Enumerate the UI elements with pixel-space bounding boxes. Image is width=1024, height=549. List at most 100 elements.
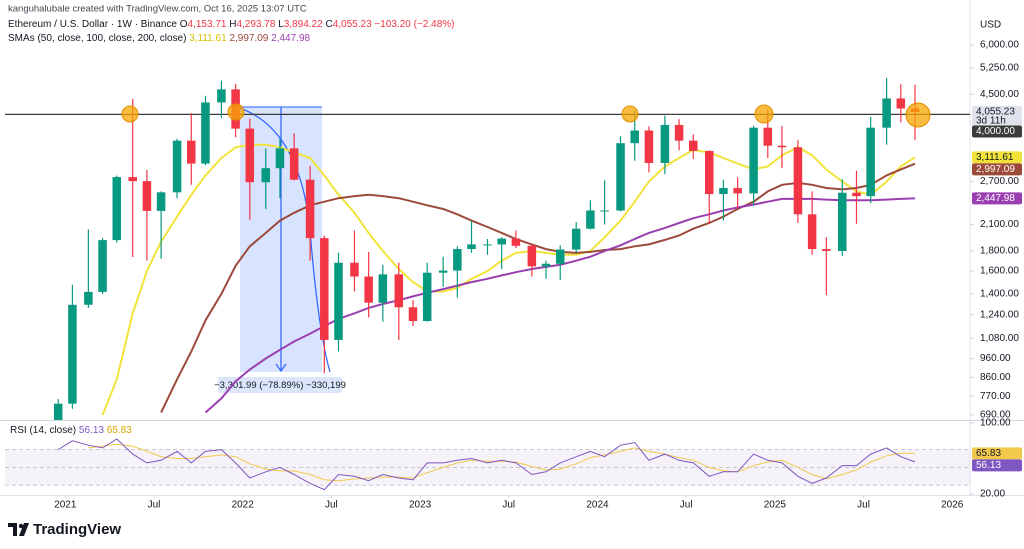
x-tick-label: Jul — [148, 500, 161, 511]
candle-body — [600, 210, 609, 212]
x-tick-label: Jul — [857, 500, 870, 511]
ohlc-value: 4,055.23 — [333, 19, 372, 30]
price-badge-label: 2,997.09 — [976, 164, 1015, 175]
candle-body — [98, 240, 107, 292]
candle-body — [719, 188, 728, 195]
sma-value: 3,111.61 — [189, 33, 227, 44]
candle-body — [689, 140, 698, 151]
candle-body — [838, 192, 847, 251]
rsi-ma-value: 65.83 — [107, 425, 132, 436]
price-pane — [5, 77, 970, 420]
candle-body — [350, 262, 359, 277]
highlight-circle — [905, 102, 931, 128]
highlight-circle — [121, 105, 139, 123]
price-badge — [972, 163, 1022, 176]
ohlc-value: 4,293.78 — [236, 19, 275, 30]
logo-shape — [18, 523, 24, 529]
ohlc-value: 4,153.71 — [188, 19, 227, 30]
highlight-circle — [227, 103, 245, 121]
sma-title: SMAs (50, close, 100, close, 200, close) — [8, 33, 186, 44]
logo-shape — [19, 523, 29, 536]
x-tick-label: 2022 — [232, 500, 255, 511]
ohlc-key: L — [278, 19, 284, 30]
candle-body — [156, 192, 166, 211]
candle-body — [852, 192, 861, 197]
rsi-band — [5, 449, 970, 486]
candle-body — [53, 403, 63, 420]
y-tick-label: 5,250.00 — [980, 62, 1019, 73]
ohlc-key: C — [325, 19, 332, 30]
y-tick-label: 1,800.00 — [980, 246, 1019, 257]
candle-body — [201, 102, 210, 164]
brand-logo: TradingView — [8, 521, 121, 538]
candle-body — [187, 140, 196, 164]
price-badge-label: 56.13 — [976, 460, 1001, 471]
price-badge — [972, 192, 1022, 205]
candle-body — [84, 291, 93, 305]
price-badge-label: 4,000.00 — [976, 126, 1015, 137]
sma-legend: SMAs (50, close, 100, close, 200, close)… — [8, 33, 311, 44]
y-tick-label: 20.00 — [980, 489, 1005, 500]
y-tick-label: 100.00 — [980, 418, 1011, 429]
candle-body — [541, 263, 551, 267]
measure-arrowhead — [275, 363, 287, 373]
price-badge — [972, 106, 1022, 126]
candle-body — [644, 130, 654, 164]
y-tick-label: 960.00 — [980, 353, 1011, 364]
price-badge-label: 2,447.98 — [976, 193, 1015, 204]
symbol: Ethereum / U.S. Dollar · 1W · Binance — [8, 19, 177, 30]
y-tick-label: 6,000.00 — [980, 40, 1019, 51]
candle-body — [275, 148, 285, 169]
candle-body — [217, 89, 226, 103]
candle-body — [320, 238, 329, 340]
candle-body — [882, 98, 891, 128]
candle-body — [793, 147, 803, 215]
candle-body — [777, 145, 787, 148]
price-badge — [972, 459, 1022, 472]
measure-label: −3,301.99 (−78.89%) −330,199 — [214, 380, 346, 391]
price-badge — [972, 447, 1022, 460]
candle-body — [394, 274, 404, 308]
ohlc-value: 3,894.22 — [284, 19, 323, 30]
y-tick-label: 4,500.00 — [980, 89, 1019, 100]
candle-body — [438, 270, 448, 273]
candle-body — [128, 177, 137, 182]
y-tick-label: 2,100.00 — [980, 219, 1019, 230]
highlight-circle — [754, 104, 774, 124]
candle-body — [822, 249, 831, 251]
candle-body — [467, 244, 476, 250]
symbol-legend: Ethereum / U.S. Dollar · 1W · Binance O4… — [8, 19, 454, 30]
candle-body — [68, 304, 77, 404]
logo-shape — [8, 523, 17, 536]
candle-body — [555, 249, 565, 264]
candle-body — [763, 127, 773, 146]
countdown: 3d 11h — [976, 116, 1006, 127]
candle-body — [660, 124, 670, 164]
rsi-title-text: RSI (14, close) — [10, 425, 76, 436]
y-tick-label: 1,240.00 — [980, 309, 1019, 320]
candle-body — [749, 127, 758, 194]
candle-body — [733, 188, 742, 194]
ohlc-key: O — [180, 19, 188, 30]
candle-body — [422, 272, 432, 322]
y-tick-label: 1,080.00 — [980, 333, 1019, 344]
candle-body — [497, 238, 506, 245]
sma-value: 2,997.09 — [229, 33, 268, 44]
brand: TradingView — [33, 521, 121, 538]
price-badge-label: 65.83 — [976, 448, 1001, 459]
candle-body — [378, 274, 388, 303]
y-tick-label: 860.00 — [980, 372, 1011, 383]
price-badge — [972, 151, 1022, 164]
x-tick-label: 2024 — [586, 500, 609, 511]
x-tick-label: Jul — [502, 500, 515, 511]
x-tick-label: 2025 — [764, 500, 787, 511]
candle-body — [112, 177, 122, 241]
candle-body — [245, 128, 255, 183]
candle-body — [630, 130, 639, 144]
sma-line — [101, 143, 916, 416]
candle-body — [334, 262, 343, 340]
candle-body — [586, 210, 595, 229]
rsi-line — [57, 438, 916, 491]
annotation-circles — [121, 102, 931, 128]
